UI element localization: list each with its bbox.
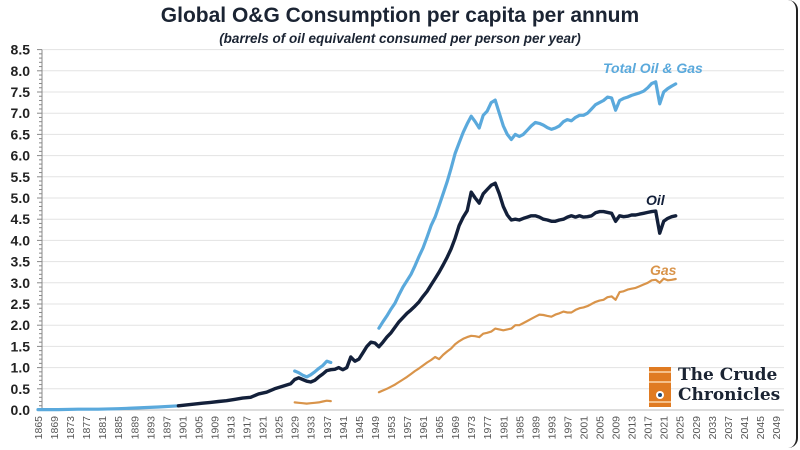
series-line-total-oil-gas — [377, 80, 678, 330]
y-tick-label: 3.5 — [11, 254, 31, 270]
x-tick-label: 1965 — [434, 416, 446, 440]
x-tick-label: 1913 — [226, 416, 238, 440]
x-tick-label: 2005 — [595, 416, 607, 440]
x-tick-label: 2013 — [627, 416, 639, 440]
y-tick-label: 2.5 — [11, 296, 31, 312]
x-tick-label: 1925 — [274, 416, 286, 440]
y-axis: 0.0 0.5 1.0 1.5 2.0 2.5 3.0 3.5 4.0 4.5 5.0 5.5 6.0 6… — [11, 42, 43, 418]
y-tick-label: 5.0 — [11, 190, 31, 206]
x-tick-label: 1973 — [466, 416, 478, 440]
x-tick-label: 1897 — [161, 416, 173, 440]
x-tick-label: 1929 — [290, 416, 302, 440]
y-tick-label: 4.5 — [11, 211, 31, 227]
y-tick-label: 6.0 — [11, 148, 31, 164]
x-tick-label: 1889 — [129, 416, 141, 440]
y-tick-label: 7.5 — [11, 84, 31, 100]
x-tick-label: 2041 — [739, 416, 751, 440]
brand-name-line1: The Crude — [678, 365, 778, 385]
oil-barrel-icon — [649, 367, 671, 407]
x-tick-label: 1989 — [530, 416, 542, 440]
y-tick-label: 1.5 — [11, 338, 31, 354]
x-tick-label: 1921 — [258, 416, 270, 440]
y-tick-label: 6.5 — [11, 126, 31, 142]
y-tick-label: 5.5 — [11, 169, 31, 185]
x-tick-label: 1909 — [209, 416, 221, 440]
x-tick-label: 1949 — [370, 416, 382, 440]
y-tick-label: 7.0 — [11, 105, 31, 121]
grid-lines — [42, 49, 784, 390]
series-line-oil — [176, 181, 678, 408]
x-tick-label: 2001 — [578, 416, 590, 440]
x-tick-label: 1917 — [242, 416, 254, 440]
x-tick-label: 1869 — [49, 416, 61, 440]
x-axis: 1865 1869 1873 1877 1881 1885 1889 1893 1897 1901… — [33, 409, 784, 440]
y-tick-label: 8.5 — [11, 42, 31, 58]
x-tick-label: 1985 — [514, 416, 526, 440]
series-labels: Total Oil & Gas Oil Gas — [603, 60, 703, 278]
chart-title: Global O&G Consumption per capita per an… — [160, 4, 640, 27]
x-tick-label: 2045 — [755, 416, 767, 440]
x-tick-label: 2033 — [707, 416, 719, 440]
x-tick-label: 1901 — [177, 416, 189, 440]
x-tick-label: 2009 — [611, 416, 623, 440]
x-tick-label: 1905 — [193, 416, 205, 440]
brand-logo: The Crude Chronicles — [645, 365, 785, 409]
x-tick-label: 1997 — [562, 416, 574, 440]
x-tick-label: 1933 — [306, 416, 318, 440]
x-tick-label: 1885 — [113, 416, 125, 440]
x-tick-label: 1937 — [322, 416, 334, 440]
x-tick-label: 2049 — [771, 416, 783, 440]
x-tick-label: 1881 — [97, 416, 109, 440]
x-tick-label: 1993 — [546, 416, 558, 440]
y-tick-label: 2.0 — [11, 317, 31, 333]
x-tick-label: 1961 — [418, 416, 430, 440]
x-tick-label: 1873 — [65, 416, 77, 440]
y-tick-label: 0.5 — [11, 381, 31, 397]
x-tick-label: 1941 — [338, 416, 350, 440]
series-label-total-oil-gas: Total Oil & Gas — [603, 60, 703, 76]
x-tick-label: 1953 — [386, 416, 398, 440]
brand-name-line2: Chronicles — [678, 385, 781, 405]
x-tick-label: 2017 — [643, 416, 655, 440]
series-label-oil: Oil — [646, 192, 666, 208]
x-tick-label: 1981 — [498, 416, 510, 440]
series-line-gas — [293, 399, 332, 405]
y-tick-label: 0.0 — [11, 402, 31, 418]
x-tick-label: 1865 — [33, 416, 45, 440]
y-tick-label: 4.0 — [11, 232, 31, 248]
x-tick-label: 1977 — [482, 416, 494, 440]
y-tick-label: 1.0 — [11, 360, 31, 376]
x-tick-label: 2037 — [723, 416, 735, 440]
series-lines — [36, 80, 678, 412]
y-tick-label: 8.0 — [11, 63, 31, 79]
x-tick-label: 1877 — [81, 416, 93, 440]
x-tick-label: 2021 — [659, 416, 671, 440]
x-tick-label: 1969 — [450, 416, 462, 440]
x-tick-label: 1945 — [354, 416, 366, 440]
x-tick-label: 2025 — [675, 416, 687, 440]
y-tick-label: 3.0 — [11, 275, 31, 291]
series-line-total-oil-gas — [293, 359, 333, 379]
chart-subtitle: (barrels of oil equivalent consumed per … — [219, 31, 581, 46]
series-line-total-oil-gas — [36, 404, 180, 412]
series-line-gas — [377, 277, 677, 394]
x-tick-label: 1893 — [145, 416, 157, 440]
series-label-gas: Gas — [650, 262, 677, 278]
x-tick-label: 2029 — [691, 416, 703, 440]
x-tick-label: 1957 — [402, 416, 414, 440]
brand-name: The Crude Chronicles — [678, 365, 780, 405]
